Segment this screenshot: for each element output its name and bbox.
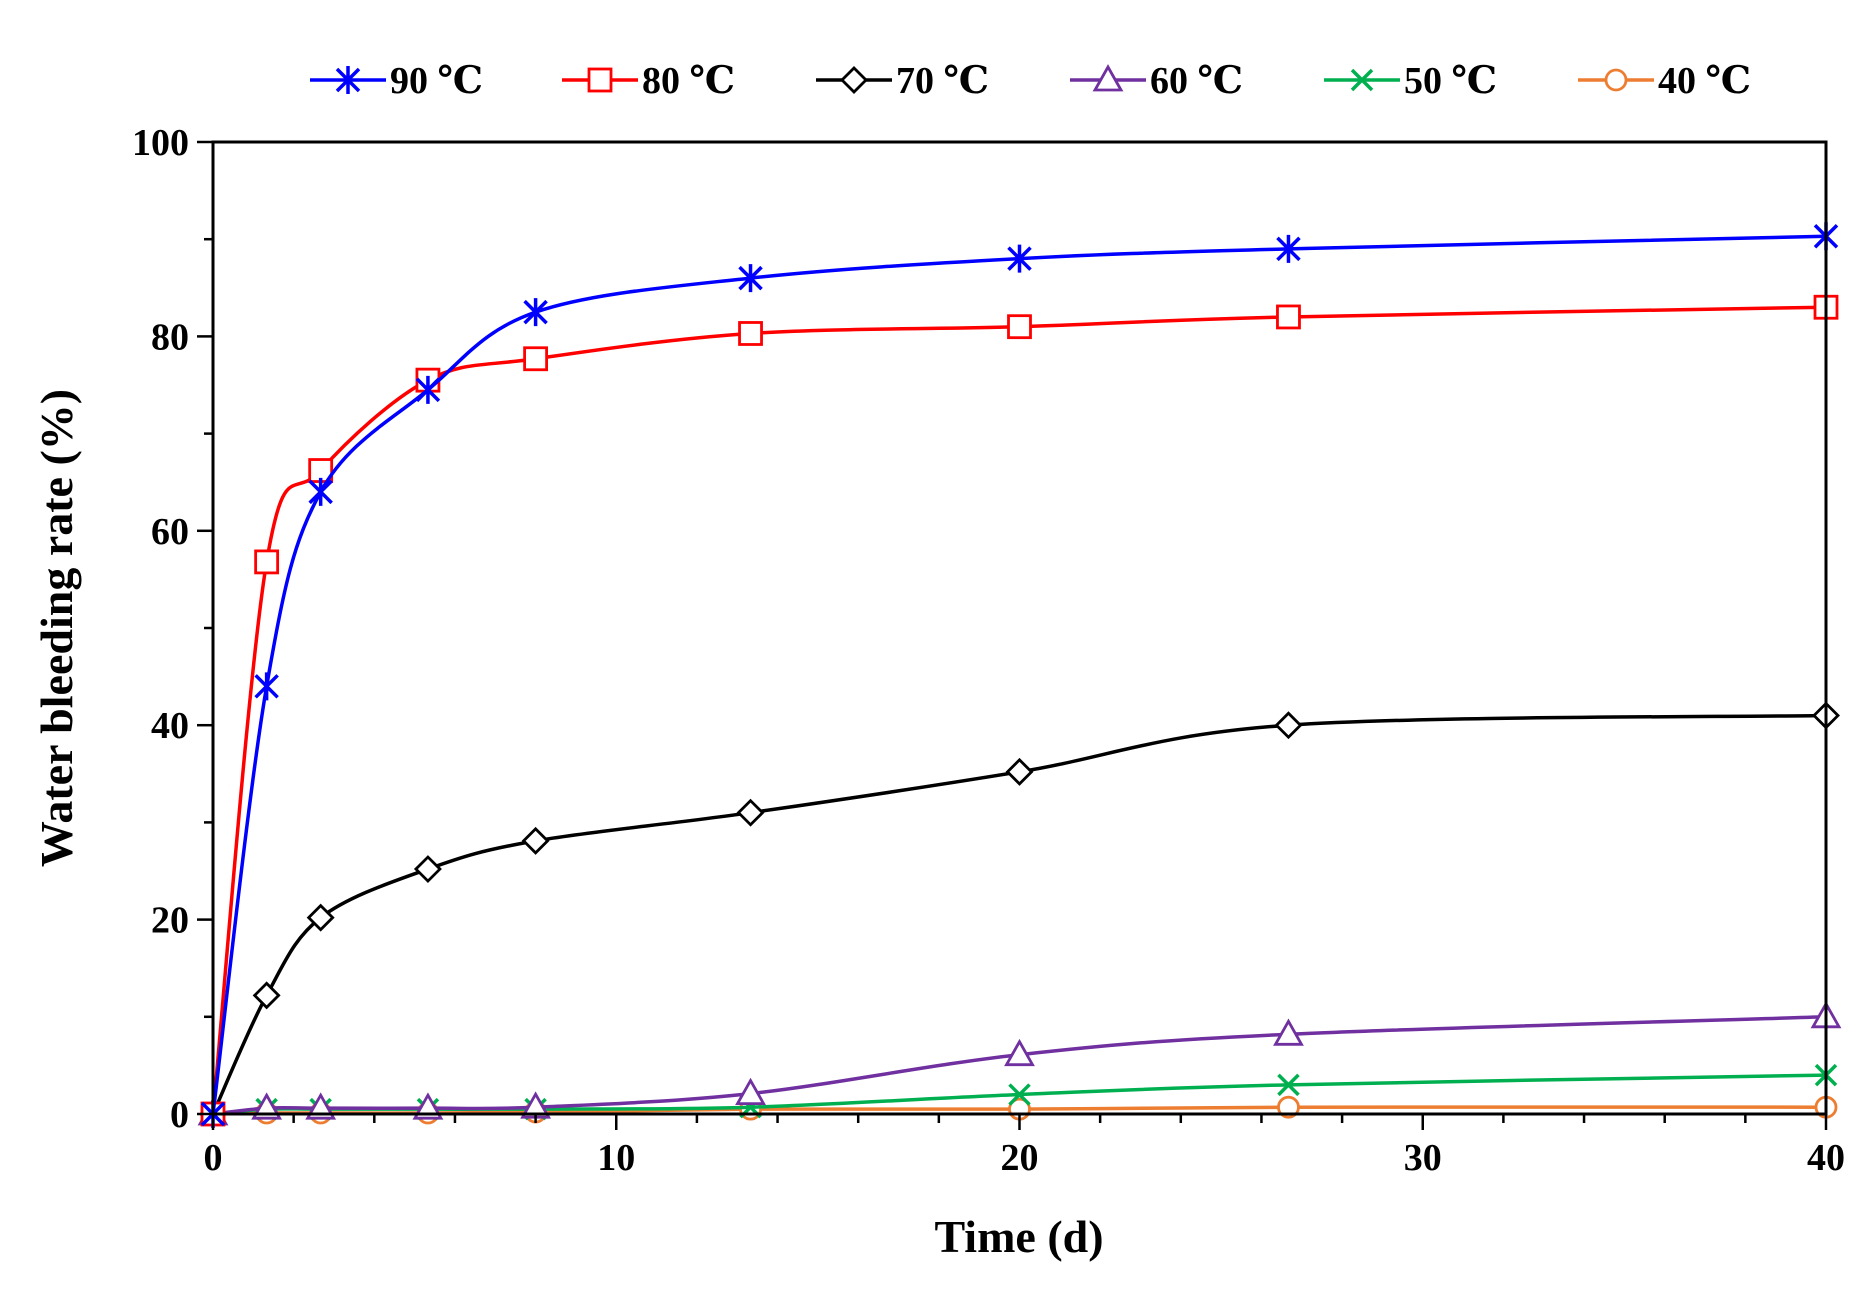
data-point: [1007, 314, 1032, 340]
data-point: [413, 855, 442, 884]
series-70C: [199, 701, 1840, 1128]
legend-marker: [587, 67, 613, 93]
y-axis-label: Water bleeding rate (%): [31, 389, 82, 867]
data-point: [1276, 234, 1301, 263]
legend-label: 70 ℃: [896, 60, 989, 102]
data-point: [1277, 1095, 1300, 1119]
series-90C: [200, 222, 1839, 1128]
data-point: [306, 903, 335, 932]
data-point: [1004, 1038, 1035, 1067]
data-point: [1277, 1073, 1300, 1097]
data-point: [1007, 244, 1032, 273]
series-line: [211, 713, 1827, 1115]
legend-label: 60 ℃: [1150, 60, 1243, 102]
data-point: [412, 1092, 444, 1120]
x-tick-label: 40: [1807, 1137, 1845, 1179]
data-point: [252, 981, 281, 1010]
data-point: [523, 346, 548, 372]
legend-label: 90 ℃: [390, 60, 483, 102]
legend-entry: 70 ℃: [816, 60, 989, 102]
series-line: [211, 305, 1827, 1115]
y-tick-label: 40: [151, 705, 189, 747]
legend: 90 ℃ 80 ℃ 70 ℃ 60 ℃ 50 ℃ 40 ℃: [310, 60, 1751, 102]
y-tick-label: 80: [151, 316, 189, 358]
x-tick-label: 0: [204, 1137, 223, 1179]
plot-frame: [211, 140, 1828, 1116]
data-point: [305, 1092, 337, 1120]
data-point: [254, 672, 279, 701]
data-point: [308, 477, 333, 506]
data-point: [251, 1092, 283, 1120]
legend-entry: 50 ℃: [1324, 60, 1497, 102]
y-tick-label: 60: [151, 511, 189, 553]
legend-entry: 90 ℃: [310, 60, 483, 102]
legend-marker: [1604, 68, 1628, 92]
series-80C: [200, 294, 1839, 1127]
axis-ticks: 0 10 20 30 40 0 20 40 60 80 100: [132, 122, 1845, 1179]
legend-entry: 40 ℃: [1578, 60, 1751, 102]
data-point: [1005, 757, 1034, 786]
legend-marker: [1350, 68, 1374, 92]
data-point: [415, 375, 441, 404]
legend-label: 40 ℃: [1658, 60, 1751, 102]
legend-entry: 80 ℃: [562, 60, 735, 102]
x-axis-label: Time (d): [934, 1211, 1103, 1262]
legend-marker: [1092, 64, 1124, 92]
legend-marker: [335, 66, 361, 94]
legend-entry: 60 ℃: [1070, 60, 1243, 102]
x-tick-label: 20: [1001, 1137, 1039, 1179]
x-tick-label: 30: [1404, 1137, 1442, 1179]
data-point: [1276, 304, 1301, 330]
legend-label: 50 ℃: [1404, 60, 1497, 102]
legend-label: 80 ℃: [642, 60, 735, 102]
data-point: [521, 826, 550, 855]
data-point: [738, 264, 763, 293]
data-point: [523, 298, 548, 327]
data-point: [1008, 1083, 1031, 1106]
legend-marker: [840, 66, 868, 94]
y-tick-label: 20: [151, 900, 189, 942]
y-tick-label: 0: [170, 1094, 189, 1136]
data-point: [254, 549, 280, 575]
x-tick-label: 10: [597, 1137, 635, 1179]
data-point: [735, 1077, 766, 1105]
data-point: [736, 798, 765, 827]
data-point: [1274, 711, 1303, 740]
data-point: [738, 321, 763, 346]
series-layer: [197, 222, 1842, 1128]
y-tick-label: 100: [132, 122, 189, 164]
data-point: [1273, 1018, 1304, 1046]
